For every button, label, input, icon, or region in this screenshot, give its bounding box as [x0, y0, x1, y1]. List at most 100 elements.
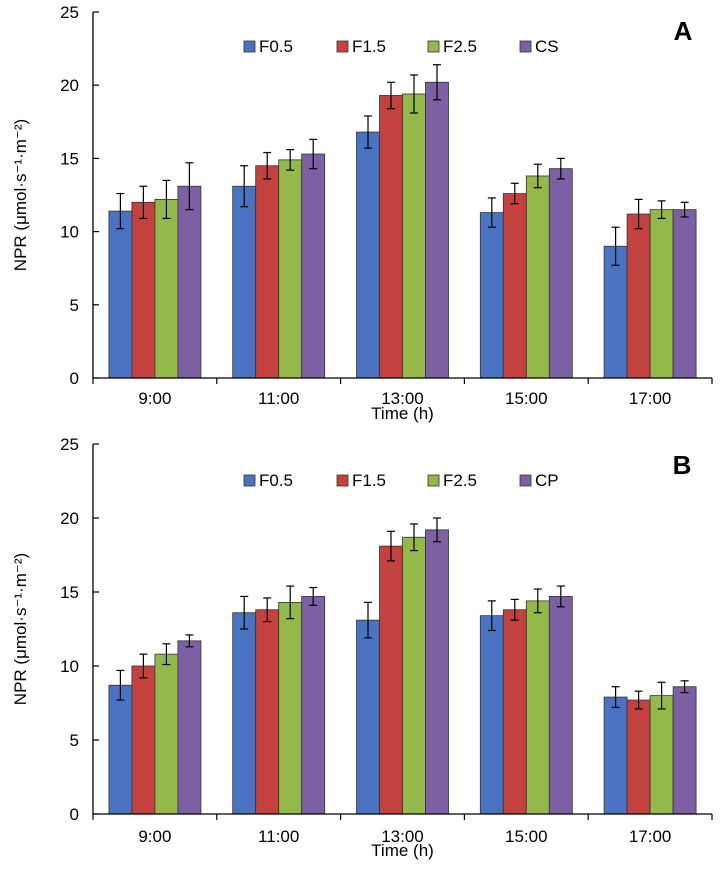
- x-tick-label: 9:00: [138, 827, 171, 846]
- bar-A-F0.5-13:00: [356, 131, 380, 379]
- bar-B-F1.5-9:00: [131, 665, 156, 815]
- bar-B-F1.5-13:00: [379, 545, 403, 815]
- error-bar-A-F1.5-17:00: [634, 198, 643, 230]
- legend-item-F1.5: F1.5: [336, 37, 386, 56]
- legend-label: F2.5: [443, 471, 477, 490]
- bar-A-CS-13:00: [425, 81, 449, 379]
- bar-B-F0.5-15:00: [479, 615, 504, 815]
- bar-B-CP-17:00: [672, 686, 697, 815]
- legend-label: F0.5: [259, 37, 293, 56]
- error-bar-B-F1.5-9:00: [139, 653, 148, 679]
- legend-item-F0.5: F0.5: [243, 37, 293, 56]
- error-bar-A-F2.5-13:00: [410, 74, 418, 114]
- legend-label: F1.5: [352, 37, 386, 56]
- error-bar-B-CP-9:00: [185, 634, 194, 648]
- legend-swatch: [243, 40, 256, 53]
- y-tick-label: 20: [60, 509, 79, 528]
- error-bar-B-F0.5-15:00: [487, 600, 496, 632]
- bar-A-F1.5-9:00: [131, 201, 156, 379]
- error-bar-A-F0.5-13:00: [364, 115, 372, 149]
- error-bar-A-CS-17:00: [680, 201, 689, 218]
- bar-B-F2.5-13:00: [402, 536, 426, 815]
- y-tick-label: 25: [60, 435, 79, 454]
- legend-swatch: [519, 40, 532, 53]
- error-bar-A-CS-13:00: [433, 64, 441, 101]
- legend-label: F1.5: [352, 471, 386, 490]
- panel-B: 9:00 11:00 13:00 15:00 17:00 0 5 10 15 20 25 Time (…: [11, 435, 713, 860]
- error-bar-A-F1.5-15:00: [510, 182, 519, 205]
- error-bar-B-F0.5-17:00: [611, 686, 620, 709]
- legend-label: CP: [535, 471, 559, 490]
- y-tick-label: 15: [60, 583, 79, 602]
- legend-swatch: [427, 474, 440, 487]
- bar-A-F0.5-11:00: [232, 185, 257, 379]
- legend-label: F2.5: [443, 37, 477, 56]
- error-bar-A-F1.5-13:00: [387, 81, 395, 110]
- bar-A-CS-15:00: [548, 168, 573, 379]
- error-bar-A-F1.5-11:00: [263, 151, 272, 180]
- y-tick-label: 5: [70, 731, 79, 750]
- y-tick-label: 5: [70, 296, 79, 315]
- bar-A-CS-17:00: [672, 209, 697, 379]
- legend-item-F2.5: F2.5: [427, 471, 477, 490]
- bar-A-F1.5-11:00: [255, 165, 280, 379]
- y-tick-label: 0: [70, 369, 79, 388]
- error-bar-B-F0.5-11:00: [240, 595, 249, 630]
- y-tick-label: 25: [60, 3, 79, 22]
- bar-B-F0.5-17:00: [603, 696, 628, 815]
- bar-A-F2.5-11:00: [278, 159, 303, 379]
- y-tick-label: 0: [70, 805, 79, 824]
- error-bar-A-F0.5-9:00: [116, 192, 125, 230]
- bar-B-F2.5-11:00: [278, 601, 303, 815]
- x-tick-label: 15:00: [505, 389, 548, 408]
- bar-A-F1.5-17:00: [626, 213, 651, 379]
- error-bar-B-F2.5-15:00: [533, 588, 542, 614]
- bar-A-F0.5-15:00: [479, 212, 504, 379]
- y-tick-label: 10: [60, 657, 79, 676]
- y-axis-title: NPR (μmol·s⁻¹·m⁻²): [11, 553, 30, 705]
- error-bar-A-F0.5-17:00: [611, 226, 620, 266]
- bar-B-F2.5-15:00: [525, 600, 550, 815]
- bar-A-F2.5-9:00: [154, 198, 179, 379]
- error-bar-A-F0.5-15:00: [487, 197, 496, 228]
- x-axis-title: Time (h): [371, 841, 434, 860]
- error-bar-A-F2.5-17:00: [657, 200, 666, 220]
- error-bar-B-F0.5-9:00: [116, 669, 125, 701]
- error-bar-B-CP-15:00: [556, 585, 565, 608]
- x-tick-label: 9:00: [138, 389, 171, 408]
- legend-swatch: [519, 474, 532, 487]
- error-bar-B-F1.5-15:00: [510, 598, 519, 621]
- x-tick-label: 17:00: [629, 389, 672, 408]
- legend-item-F0.5: F0.5: [243, 471, 293, 490]
- error-bar-A-CS-11:00: [309, 138, 318, 170]
- legend-item-F2.5: F2.5: [427, 37, 477, 56]
- y-tick-label: 10: [60, 223, 79, 242]
- legend: F0.5 F1.5 F2.5 CS: [243, 37, 559, 56]
- bar-A-F0.5-17:00: [603, 245, 628, 379]
- bar-B-F1.5-15:00: [502, 609, 527, 815]
- legend-swatch: [336, 474, 349, 487]
- bar-A-F2.5-17:00: [649, 209, 674, 379]
- bar-B-F2.5-9:00: [154, 653, 179, 815]
- legend-swatch: [427, 40, 440, 53]
- error-bar-B-CP-13:00: [433, 517, 441, 543]
- bar-B-CP-13:00: [425, 529, 449, 815]
- bar-B-F0.5-13:00: [356, 619, 380, 815]
- x-tick-label: 15:00: [505, 827, 548, 846]
- error-bar-B-F1.5-11:00: [263, 597, 272, 623]
- bar-A-F0.5-9:00: [108, 210, 133, 379]
- y-tick-label: 15: [60, 149, 79, 168]
- legend-swatch: [336, 40, 349, 53]
- bar-A-CS-11:00: [301, 153, 326, 379]
- bar-A-F2.5-13:00: [402, 93, 426, 379]
- panel-letter: B: [673, 450, 692, 480]
- legend-item-CP: CP: [519, 471, 559, 490]
- panel-A: 9:00 11:00 13:00 15:00 17:00 0 5 10 15 20 25 Time (…: [11, 3, 713, 423]
- bar-B-F0.5-9:00: [108, 684, 133, 815]
- bar-A-F1.5-13:00: [379, 95, 403, 379]
- bar-B-F2.5-17:00: [649, 695, 674, 815]
- bar-A-CS-9:00: [177, 185, 202, 379]
- bar-B-F0.5-11:00: [232, 612, 257, 815]
- x-tick-label: 13:00: [381, 827, 424, 846]
